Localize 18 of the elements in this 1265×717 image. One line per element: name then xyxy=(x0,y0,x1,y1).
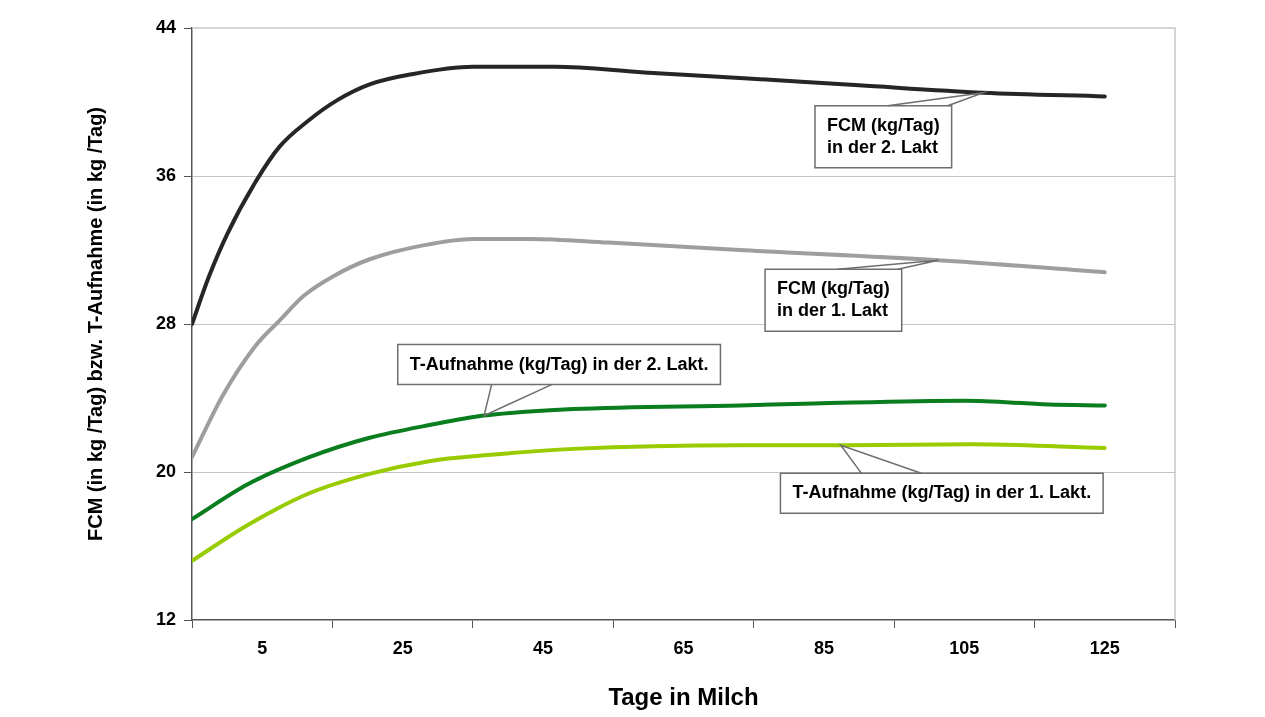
annotation: T-Aufnahme (kg/Tag) in der 1. Lakt. xyxy=(792,482,1092,503)
x-axis-title: Tage in Milch xyxy=(608,683,759,711)
x-tick-label: 125 xyxy=(1089,637,1120,658)
y-tick-label: 28 xyxy=(155,312,176,333)
annotation: T-Aufnahme (kg/Tag) in der 2. Lakt. xyxy=(409,353,709,374)
x-tick-label: 25 xyxy=(392,637,413,658)
x-tick-label: 105 xyxy=(949,637,980,658)
y-tick-label: 36 xyxy=(155,164,176,185)
x-tick-label: 85 xyxy=(813,637,834,658)
y-tick-label: 44 xyxy=(155,16,176,37)
y-axis-title: FCM (in kg /Tag) bzw. T-Aufnahme (in kg /Tag) xyxy=(83,106,106,542)
x-tick-label: 5 xyxy=(257,637,268,658)
annotation: FCM (kg/Tag) in der 2. Lakt xyxy=(826,114,940,157)
y-tick-label: 12 xyxy=(155,608,176,629)
annotation: FCM (kg/Tag) in der 1. Lakt xyxy=(777,278,890,321)
y-tick-label: 20 xyxy=(155,460,176,481)
x-tick-label: 45 xyxy=(533,637,554,658)
x-tick-label: 65 xyxy=(673,637,694,658)
